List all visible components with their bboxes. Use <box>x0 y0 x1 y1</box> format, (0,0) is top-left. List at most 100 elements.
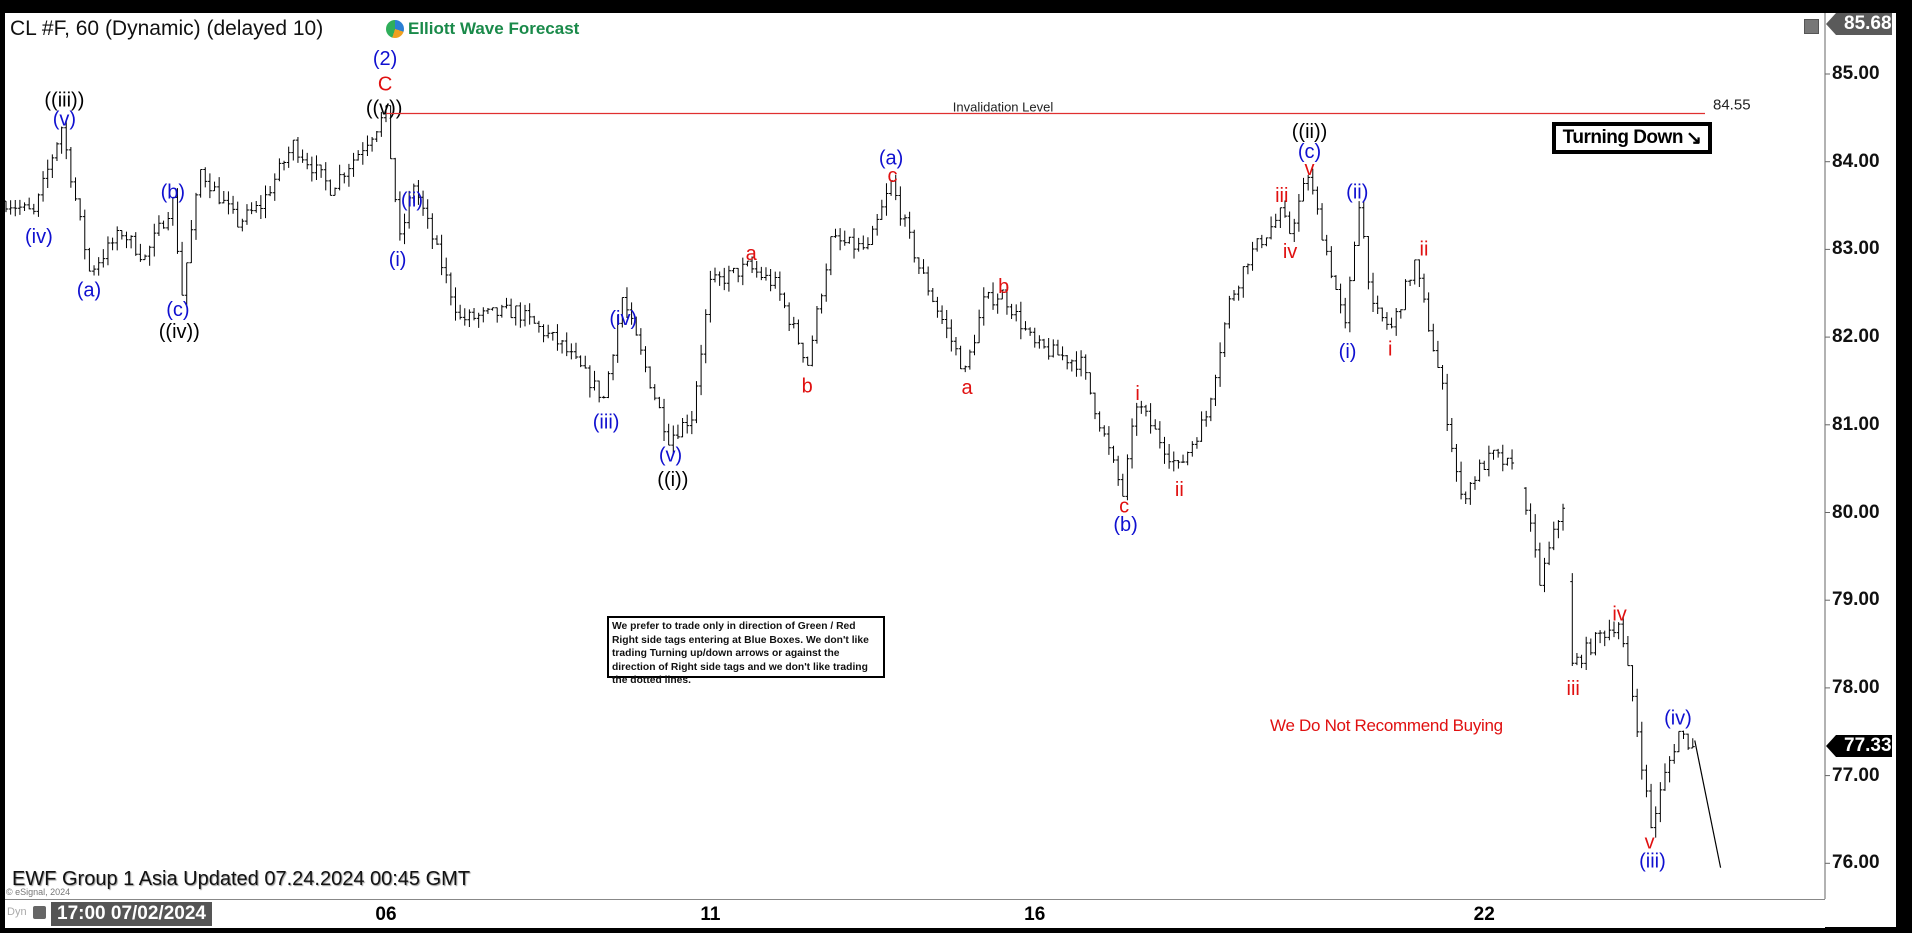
ohlc-bar <box>119 230 124 240</box>
ohlc-bar <box>1588 638 1593 656</box>
ohlc-bar <box>991 282 996 310</box>
ohlc-bar <box>657 396 662 409</box>
ohlc-bar <box>1208 397 1213 422</box>
ohlc-bar <box>1621 617 1626 648</box>
ohlc-bar <box>96 257 101 276</box>
ohlc-bar <box>569 343 574 360</box>
price-tick-label: 84.00 <box>1832 150 1880 172</box>
ohlc-bar <box>1445 373 1450 432</box>
wave-label: (a) <box>77 280 101 302</box>
ohlc-bar <box>1644 764 1649 798</box>
wave-label: v <box>1645 831 1655 853</box>
ohlc-bar <box>1500 444 1505 472</box>
ohlc-bar <box>1324 234 1329 256</box>
ohlc-bar <box>1004 283 1009 315</box>
ohlc-bar <box>101 249 106 268</box>
ohlc-bar <box>1051 339 1056 358</box>
time-axis[interactable]: Dyn 17:00 07/02/2024 06 11 16 22 <box>5 899 1825 928</box>
ohlc-bar <box>342 172 347 184</box>
ohlc-bar <box>370 136 375 152</box>
ohlc-bar <box>82 209 87 260</box>
logo-icon <box>386 20 404 38</box>
ohlc-bar <box>1310 168 1315 195</box>
ohlc-bar <box>717 271 722 286</box>
ohlc-bar <box>699 344 704 396</box>
ohlc-bar <box>1315 186 1320 215</box>
ohlc-bar <box>1435 340 1440 369</box>
ohlc-bar <box>963 365 968 373</box>
ohlc-bar <box>1352 241 1357 282</box>
ohlc-bar <box>499 304 504 318</box>
ohlc-bar <box>1375 295 1380 314</box>
ohlc-bar <box>1278 207 1283 228</box>
ohlc-bar <box>921 259 926 274</box>
ohlc-bar <box>231 195 236 214</box>
wave-label: (ii) <box>1346 182 1368 204</box>
ohlc-bar <box>1250 241 1255 271</box>
ohlc-bar <box>170 196 175 226</box>
ohlc-bar <box>550 331 555 341</box>
lock-icon[interactable] <box>33 906 46 919</box>
wave-label: i <box>1135 383 1139 405</box>
ohlc-bar <box>1449 418 1454 453</box>
ohlc-bar <box>1111 445 1116 463</box>
ohlc-bar <box>1088 372 1093 395</box>
ohlc-bar <box>1649 783 1654 829</box>
wave-label: iii <box>1567 678 1580 700</box>
ohlc-bar <box>592 370 597 391</box>
ohlc-bar <box>842 230 847 246</box>
high-price-tag: 85.68 <box>1826 13 1892 35</box>
ohlc-bar <box>1333 275 1338 290</box>
ohlc-bar <box>453 287 458 321</box>
ohlc-bar <box>1222 322 1227 358</box>
ohlc-bar <box>356 150 361 161</box>
chart-title: CL #F, 60 (Dynamic) (delayed 10) <box>10 17 324 40</box>
ohlc-bar <box>1065 355 1070 370</box>
ohlc-bar <box>1343 297 1348 329</box>
wave-label: (iv) <box>609 308 637 330</box>
ohlc-bar <box>17 199 22 215</box>
ohlc-bar <box>1296 193 1301 232</box>
arrow-down-right-icon: ↘ <box>1685 127 1702 149</box>
maximize-window-icon[interactable] <box>1804 19 1819 34</box>
ohlc-bar <box>1292 218 1297 242</box>
ohlc-bar <box>13 200 18 217</box>
ohlc-bar <box>4 200 8 213</box>
ohlc-bar <box>833 228 838 238</box>
ohlc-bar <box>1000 289 1005 300</box>
ohlc-bar <box>360 142 365 165</box>
ohlc-bar <box>564 332 569 357</box>
ohlc-bar <box>240 218 245 232</box>
ohlc-bar <box>1204 410 1209 427</box>
ohlc-bar <box>92 265 97 276</box>
ohlc-bar <box>814 306 819 344</box>
ohlc-bar <box>272 173 277 201</box>
ohlc-bar <box>1028 327 1033 336</box>
ohlc-bar <box>300 149 305 163</box>
ohlc-bar <box>411 183 416 204</box>
ohlc-bar <box>1523 487 1528 515</box>
ohlc-bar <box>54 142 59 162</box>
ohlc-bar <box>1496 448 1501 458</box>
wave-label: ((v)) <box>366 97 403 119</box>
ohlc-bar <box>147 245 152 266</box>
ohlc-bar <box>782 292 787 309</box>
ohlc-bar <box>1454 444 1459 482</box>
ohlc-bar <box>754 260 759 278</box>
ohlc-bar <box>972 334 977 356</box>
ohlc-bar <box>1528 503 1533 532</box>
ohlc-bar <box>740 257 745 286</box>
dynamic-mode-label: Dyn <box>7 906 27 918</box>
ohlc-bar <box>1403 279 1408 311</box>
ohlc-bar <box>694 381 699 424</box>
ohlc-bar <box>1241 266 1246 298</box>
ohlc-bar <box>31 203 36 215</box>
ohlc-bar <box>244 204 249 225</box>
ohlc-bar <box>430 213 435 250</box>
last-price-tag: 77.33 <box>1826 735 1892 757</box>
ohlc-bar <box>258 195 263 219</box>
wave-label: C <box>378 74 392 96</box>
ohlc-bar <box>1482 460 1487 470</box>
ohlc-bar <box>810 335 815 367</box>
ohlc-bar <box>105 236 110 266</box>
